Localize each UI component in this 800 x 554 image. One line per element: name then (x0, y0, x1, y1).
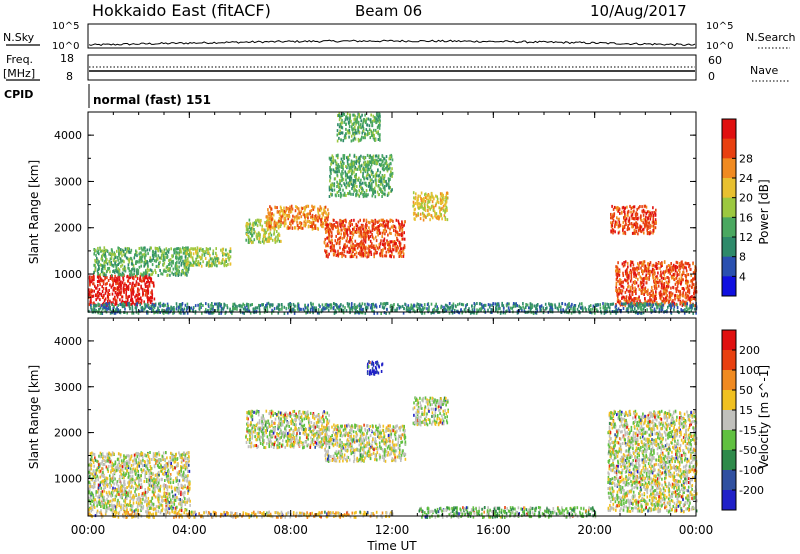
data-region (265, 204, 330, 231)
colorbar-tick-label: 50 (739, 384, 753, 397)
power-y-label: Slant Range [km] (27, 160, 41, 264)
colorbar-swatch (722, 350, 736, 371)
data-region (323, 423, 407, 464)
data-region (88, 301, 698, 315)
cpid-label: CPID (4, 88, 33, 101)
colorbar-tick-label: 15 (739, 404, 753, 417)
colorbar-swatch (722, 256, 736, 277)
colorbar-tick-label: -100 (739, 464, 764, 477)
data-region (412, 191, 449, 222)
beam-label: Beam 06 (355, 2, 422, 20)
y-tick-label: 4000 (54, 129, 82, 142)
velocity-y-label: Slant Range [km] (27, 365, 41, 469)
colorbar-swatch (722, 330, 736, 351)
colorbar-tick-label: 200 (739, 344, 760, 357)
x-axis-label: Time UT (366, 539, 417, 553)
colorbar-swatch (722, 217, 736, 238)
nave-tick-top: 60 (708, 54, 722, 67)
data-region (245, 409, 331, 450)
power-data-layer (88, 112, 698, 315)
cpid-panel: CPID normal (fast) 151 (4, 84, 211, 108)
velocity-y-ticks: 1000 2000 3000 4000 (54, 335, 696, 502)
colorbar-swatch (722, 197, 736, 218)
colorbar-tick-label: 8 (739, 251, 746, 264)
colorbar-swatch (722, 158, 736, 179)
colorbar-tick-label: 100 (739, 364, 760, 377)
power-colorbar: 4 8 12 16 20 24 28 (721, 118, 753, 297)
colorbar-swatch (722, 390, 736, 411)
colorbar-swatch (722, 138, 736, 159)
velocity-colorbar-label: Velocity [m s^-1] (757, 365, 771, 469)
colorbar-swatch (722, 276, 736, 297)
cpid-text: normal (fast) 151 (93, 93, 211, 107)
x-tick-label: 20:00 (577, 523, 612, 537)
colorbar-swatch (722, 178, 736, 199)
colorbar-tick-label: 4 (739, 270, 746, 283)
y-tick-label: 1000 (54, 472, 82, 485)
colorbar-swatch (722, 410, 736, 431)
data-region (366, 360, 384, 376)
data-region (184, 246, 232, 268)
x-tick-label: 12:00 (375, 523, 410, 537)
x-tick-label: 08:00 (273, 523, 308, 537)
colorbar-tick-label: 16 (739, 211, 753, 224)
y-tick-label: 1000 (54, 268, 82, 281)
freq-label-line2: [MHz] (3, 67, 35, 80)
freq-panel: Freq. [MHz] 18 8 60 0 Nave (3, 52, 790, 83)
nsky-label: N.Sky (3, 31, 35, 44)
x-tick-label: 04:00 (172, 523, 207, 537)
nsky-trace (88, 39, 696, 47)
colorbar-swatch (722, 470, 736, 491)
colorbar-swatch (722, 119, 736, 140)
figure-title: Hokkaido East (fitACF) (92, 1, 271, 20)
colorbar-tick-label: 20 (739, 192, 753, 205)
nsearch-label: N.Search (746, 31, 796, 44)
velocity-colorbar: 200 100 50 15 -15 -50 -100 -200 (721, 329, 764, 511)
nsky-panel: N.Sky 10^5 10^0 10^5 10^0 N.Search (3, 21, 796, 52)
nsearch-tick-top: 10^5 (706, 21, 733, 32)
x-tick-label: 00:00 (71, 523, 106, 537)
data-region (323, 218, 406, 259)
x-tick-label: 16:00 (476, 523, 511, 537)
time-x-ticks: 00:00 04:00 08:00 12:00 16:00 20:00 00:00 (71, 112, 714, 537)
colorbar-tick-label: -50 (739, 444, 757, 457)
y-tick-label: 3000 (54, 381, 82, 394)
data-region (336, 112, 381, 143)
y-tick-label: 4000 (54, 335, 82, 348)
power-y-ticks: 1000 2000 3000 4000 (54, 129, 696, 298)
colorbar-tick-label: 24 (739, 172, 753, 185)
colorbar-swatch (722, 370, 736, 391)
colorbar-tick-label: -200 (739, 484, 764, 497)
velocity-panel: 1000 2000 3000 4000 Slant Range [km] 200 100… (27, 317, 771, 519)
nsky-tick-bottom: 10^0 (52, 41, 79, 52)
nsky-tick-top: 10^5 (52, 21, 79, 32)
nave-label: Nave (750, 64, 778, 77)
data-region (412, 396, 449, 427)
nave-tick-bottom: 0 (708, 70, 715, 83)
nsearch-tick-bottom: 10^0 (706, 41, 733, 52)
power-colorbar-label: Power [dB] (757, 179, 771, 244)
colorbar-tick-label: 12 (739, 231, 753, 244)
freq-label-line1: Freq. (6, 53, 33, 66)
data-region (610, 204, 657, 236)
power-panel: 1000 2000 3000 4000 Slant Range [km] 4 8 12 16… (27, 111, 771, 315)
y-tick-label: 3000 (54, 175, 82, 188)
colorbar-swatch (722, 430, 736, 451)
data-region (328, 153, 394, 199)
colorbar-swatch (722, 490, 736, 511)
colorbar-tick-label: -15 (739, 424, 757, 437)
data-region (88, 450, 191, 514)
freq-tick-top: 18 (60, 52, 74, 65)
y-tick-label: 2000 (54, 427, 82, 440)
freq-tick-bottom: 8 (66, 70, 73, 83)
x-tick-label: 00:00 (679, 523, 714, 537)
colorbar-swatch (722, 450, 736, 471)
colorbar-swatch (722, 237, 736, 258)
date-label: 10/Aug/2017 (590, 2, 687, 20)
y-tick-label: 2000 (54, 222, 82, 235)
colorbar-tick-label: 28 (739, 152, 753, 165)
